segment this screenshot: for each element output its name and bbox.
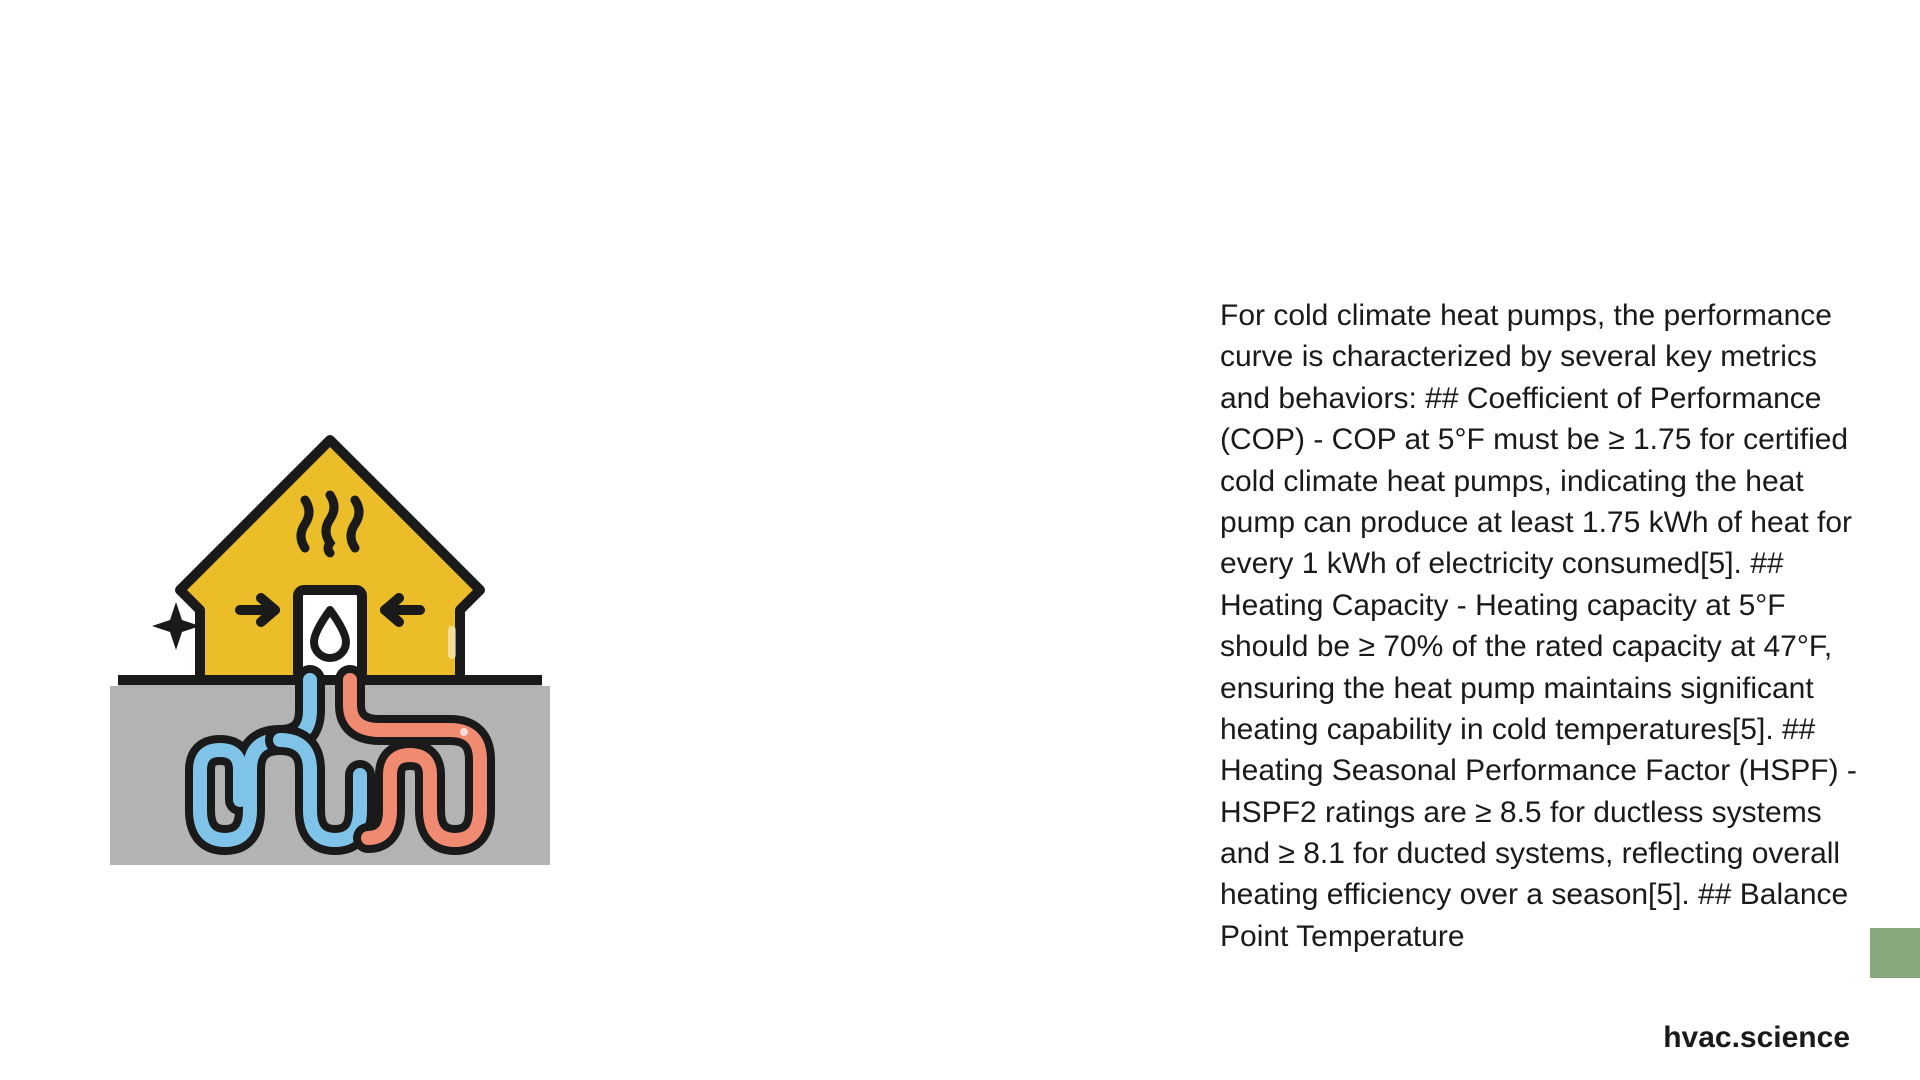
side-accent-tab <box>1870 928 1920 978</box>
watermark-label: hvac.science <box>1663 1021 1850 1055</box>
geothermal-house-illustration <box>110 430 550 875</box>
geothermal-house-icon <box>110 430 550 870</box>
body-text: For cold climate heat pumps, the perform… <box>1220 295 1860 957</box>
